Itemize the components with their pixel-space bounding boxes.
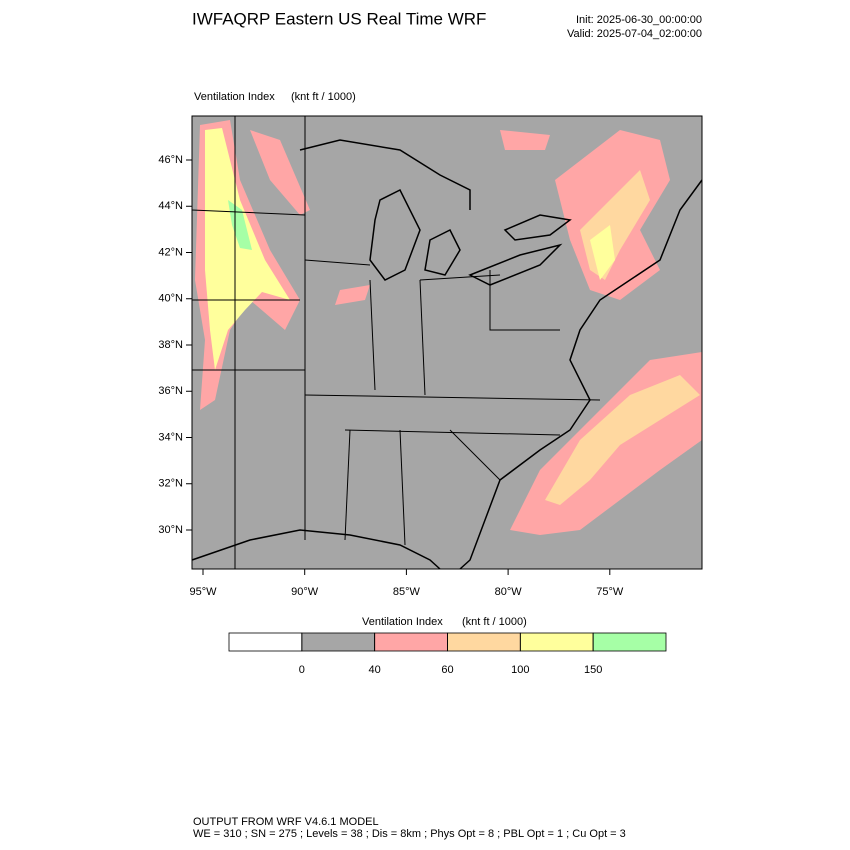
colorbar-box [519, 632, 594, 652]
lat-labels: 46°N 44°N 42°N 40°N 38°N 36°N 34°N 32°N 30°N [158, 154, 192, 536]
lat-label: 30°N [158, 524, 183, 536]
colorbar-box [228, 632, 303, 652]
colorbar-tick-label: 60 [441, 664, 453, 676]
lon-label: 95°W [189, 586, 217, 598]
title: IWFAQRP Eastern US Real Time WRF [192, 9, 486, 28]
lon-labels: 95°W 90°W 85°W 80°W 75°W [189, 569, 624, 598]
footer-line2: WE = 310 ; SN = 275 ; Levels = 38 ; Dis … [193, 828, 626, 840]
valid-time: Valid: 2025-07-04_02:00:00 [567, 28, 702, 40]
colorbar-units: (knt ft / 1000) [462, 616, 527, 628]
shading [195, 120, 702, 535]
footer-line1: OUTPUT FROM WRF V4.6.1 MODEL [193, 816, 379, 828]
lat-label: 32°N [158, 478, 183, 490]
lat-label: 44°N [158, 200, 183, 212]
lon-label: 90°W [291, 586, 319, 598]
colorbar-box [447, 632, 521, 652]
lat-label: 40°N [158, 293, 183, 305]
coastlines [191, 139, 703, 570]
lat-label: 38°N [158, 339, 183, 351]
map [191, 115, 703, 570]
colorbar-tick-label: 0 [299, 664, 305, 676]
lon-label: 75°W [596, 586, 624, 598]
lat-label: 46°N [158, 154, 183, 166]
init-time: Init: 2025-06-30_00:00:00 [576, 14, 702, 26]
lat-label: 34°N [158, 431, 183, 443]
colorbar-label: Ventilation Index [362, 616, 443, 628]
map-frame [191, 115, 703, 570]
state-borders [191, 116, 601, 569]
colorbar-tick-label: 100 [511, 664, 529, 676]
colorbar: 0 40 60 100 150 [228, 632, 667, 676]
colorbar-tick-label: 40 [369, 664, 381, 676]
colorbar-tick-label: 150 [584, 664, 602, 676]
map-units: (knt ft / 1000) [291, 91, 356, 103]
colorbar-box [592, 632, 667, 652]
lat-label: 36°N [158, 385, 183, 397]
colorbar-box [374, 632, 448, 652]
map-label: Ventilation Index [194, 91, 275, 103]
lon-label: 80°W [495, 586, 523, 598]
colorbar-box [301, 632, 376, 652]
lat-label: 42°N [158, 246, 183, 258]
lon-label: 85°W [393, 586, 421, 598]
